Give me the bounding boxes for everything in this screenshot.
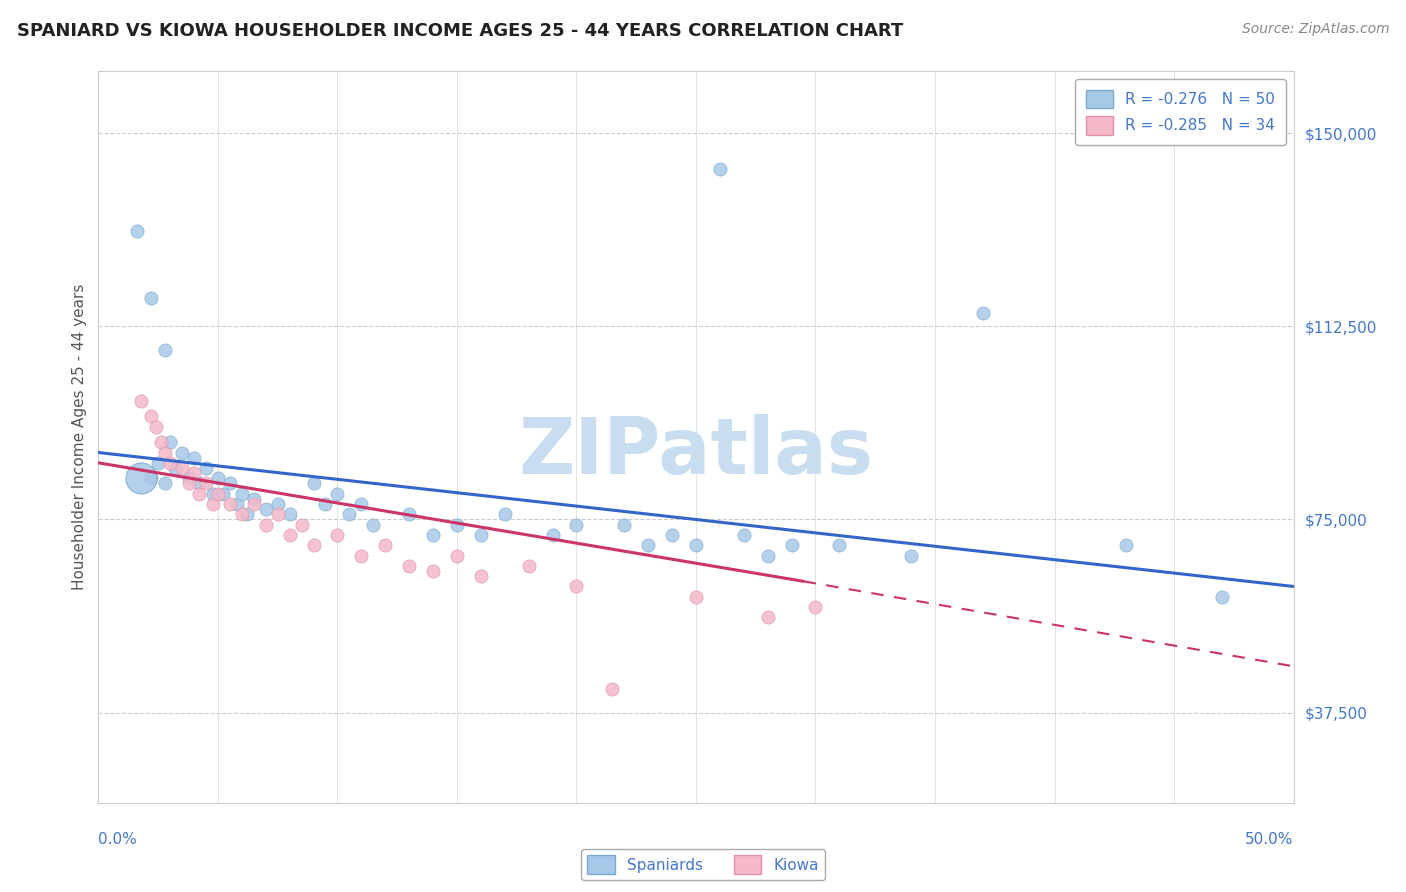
Point bbox=[278, 508, 301, 522]
Point bbox=[163, 461, 186, 475]
Point bbox=[315, 497, 337, 511]
Point bbox=[254, 502, 277, 516]
Point bbox=[339, 508, 361, 522]
Point bbox=[254, 517, 277, 532]
Point bbox=[326, 487, 349, 501]
Point bbox=[446, 549, 468, 563]
Point bbox=[183, 450, 205, 465]
Point bbox=[278, 528, 301, 542]
Point bbox=[159, 456, 181, 470]
Point bbox=[756, 549, 779, 563]
Y-axis label: Householder Income Ages 25 - 44 years: Householder Income Ages 25 - 44 years bbox=[72, 284, 87, 591]
Point bbox=[172, 445, 194, 459]
Point bbox=[446, 517, 468, 532]
Point bbox=[139, 409, 162, 424]
Point bbox=[226, 497, 249, 511]
Point bbox=[494, 508, 516, 522]
Point bbox=[733, 528, 755, 542]
Point bbox=[179, 476, 201, 491]
Point bbox=[231, 487, 253, 501]
Point bbox=[422, 528, 444, 542]
Point bbox=[828, 538, 851, 552]
Point bbox=[804, 600, 827, 615]
Point bbox=[422, 564, 444, 578]
Point bbox=[350, 549, 373, 563]
Text: ZIPatlas: ZIPatlas bbox=[519, 414, 873, 490]
Point bbox=[207, 471, 229, 485]
Point bbox=[145, 419, 167, 434]
Point bbox=[231, 508, 253, 522]
Point bbox=[187, 476, 209, 491]
Point bbox=[517, 558, 540, 573]
Point bbox=[219, 476, 242, 491]
Point bbox=[541, 528, 564, 542]
Point bbox=[172, 461, 194, 475]
Point bbox=[202, 497, 225, 511]
Point bbox=[661, 528, 683, 542]
Point bbox=[267, 508, 290, 522]
Text: 50.0%: 50.0% bbox=[1246, 832, 1294, 847]
Point bbox=[363, 517, 385, 532]
Point bbox=[470, 528, 492, 542]
Point bbox=[187, 487, 209, 501]
Point bbox=[243, 491, 266, 506]
Text: SPANIARD VS KIOWA HOUSEHOLDER INCOME AGES 25 - 44 YEARS CORRELATION CHART: SPANIARD VS KIOWA HOUSEHOLDER INCOME AGE… bbox=[17, 22, 903, 40]
Point bbox=[374, 538, 396, 552]
Point bbox=[179, 471, 201, 485]
Point bbox=[900, 549, 922, 563]
Point bbox=[350, 497, 373, 511]
Point bbox=[243, 497, 266, 511]
Point bbox=[1115, 538, 1137, 552]
Text: 0.0%: 0.0% bbox=[98, 832, 138, 847]
Point bbox=[207, 487, 229, 501]
Point bbox=[195, 476, 218, 491]
Legend: R = -0.276   N = 50, R = -0.285   N = 34: R = -0.276 N = 50, R = -0.285 N = 34 bbox=[1076, 79, 1286, 145]
Point bbox=[159, 435, 181, 450]
Point bbox=[972, 306, 994, 320]
Point bbox=[398, 558, 420, 573]
Point bbox=[267, 497, 290, 511]
Point bbox=[637, 538, 659, 552]
Point bbox=[139, 471, 162, 485]
Point bbox=[235, 508, 257, 522]
Point bbox=[302, 538, 325, 552]
Point bbox=[155, 343, 177, 357]
Point bbox=[1211, 590, 1233, 604]
Point bbox=[685, 590, 707, 604]
Point bbox=[125, 224, 148, 238]
Point bbox=[195, 461, 218, 475]
Point bbox=[302, 476, 325, 491]
Point bbox=[131, 394, 153, 409]
Point bbox=[565, 517, 588, 532]
Point bbox=[131, 471, 153, 485]
Point bbox=[148, 456, 170, 470]
Point bbox=[291, 517, 314, 532]
Point bbox=[685, 538, 707, 552]
Point bbox=[709, 162, 731, 177]
Text: Source: ZipAtlas.com: Source: ZipAtlas.com bbox=[1241, 22, 1389, 37]
Point bbox=[780, 538, 803, 552]
Point bbox=[139, 291, 162, 305]
Point bbox=[155, 476, 177, 491]
Point bbox=[565, 579, 588, 593]
Point bbox=[613, 517, 636, 532]
Point bbox=[398, 508, 420, 522]
Point bbox=[756, 610, 779, 624]
Point bbox=[602, 682, 624, 697]
Point bbox=[211, 487, 233, 501]
Point bbox=[149, 435, 172, 450]
Legend: Spaniards, Kiowa: Spaniards, Kiowa bbox=[581, 849, 825, 880]
Point bbox=[470, 569, 492, 583]
Point bbox=[219, 497, 242, 511]
Point bbox=[326, 528, 349, 542]
Point bbox=[183, 466, 205, 480]
Point bbox=[202, 487, 225, 501]
Point bbox=[155, 445, 177, 459]
